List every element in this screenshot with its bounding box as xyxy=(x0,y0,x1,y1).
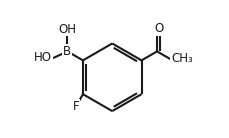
Text: F: F xyxy=(72,100,79,113)
Text: CH₃: CH₃ xyxy=(170,52,192,66)
Text: OH: OH xyxy=(58,22,76,36)
Text: O: O xyxy=(153,22,163,35)
Text: HO: HO xyxy=(34,51,52,64)
Text: B: B xyxy=(63,45,71,58)
